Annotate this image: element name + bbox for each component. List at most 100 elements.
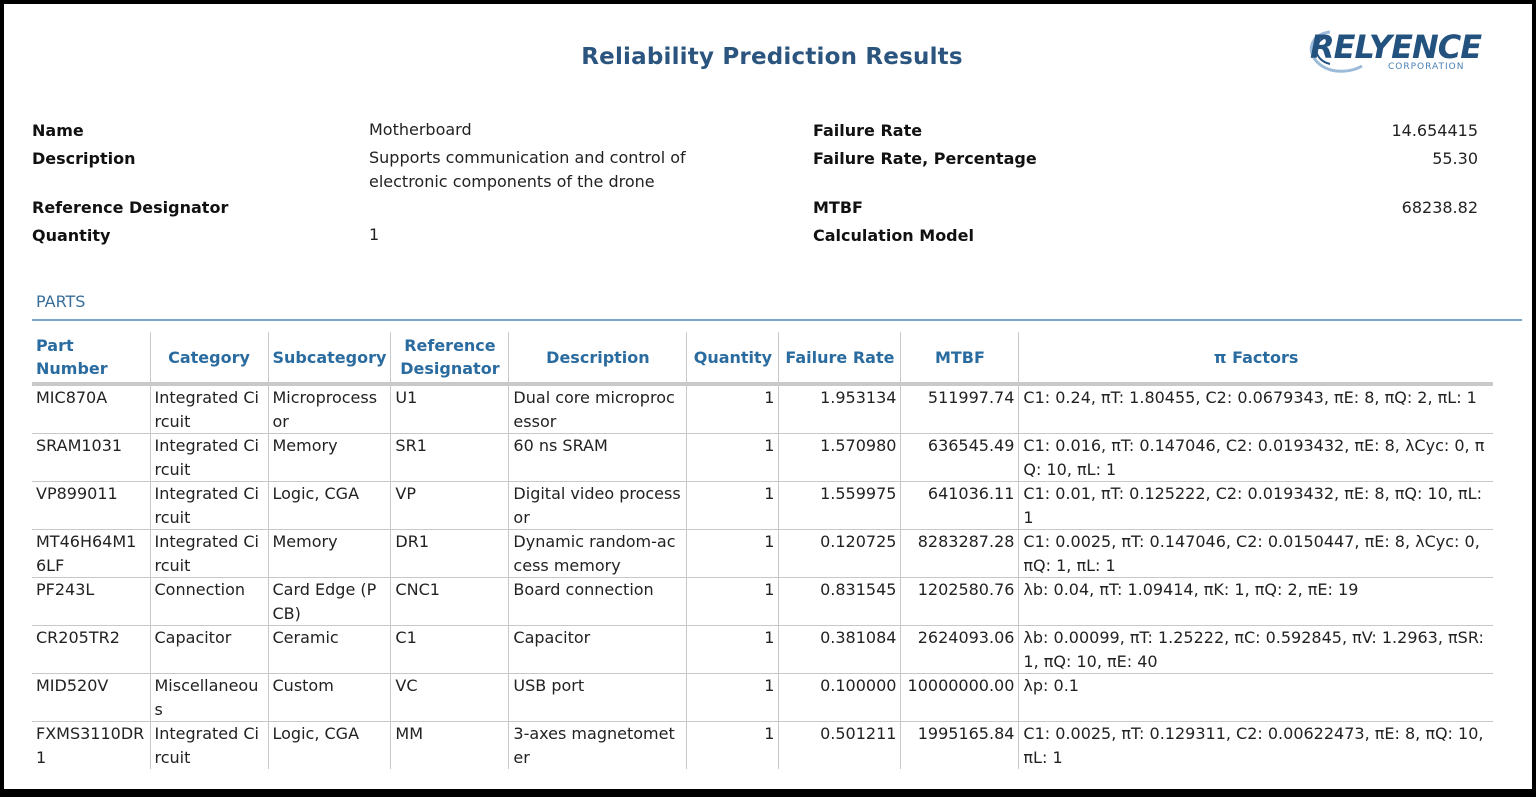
quantity-value: 1 [369,225,380,244]
description-value: Supports communication and control of el… [369,148,686,191]
failure-rate-percentage-value: 55.30 [1432,149,1478,168]
failure-rate-cell: 0.120725 [778,529,901,578]
quantity-cell: 1 [686,625,779,674]
report-title: Reliability Prediction Results [581,44,963,70]
pi-factors-cell: C1: 0.24, πT: 1.80455, C2: 0.0679343, πE… [1018,384,1493,434]
mtbf-cell: 1995165.84 [900,721,1019,769]
category-cell: Integrated Circuit [149,721,268,769]
table-row: VP899011 Integrated Circuit Logic, CGA V… [32,481,1493,530]
summary-section: Name Motherboard Description Supports co… [4,4,1532,264]
subcategory-cell: Custom [267,673,391,722]
failure-rate-cell: 0.100000 [778,673,901,722]
logo-wordmark: RELYENCE [1310,28,1482,66]
mtbf-cell: 8283287.28 [900,529,1019,578]
name-label: Name [32,121,84,140]
quantity-cell: 1 [686,481,779,530]
part-number-cell: PF243L [32,577,150,626]
table-row: CR205TR2 Capacitor Ceramic C1 Capacitor … [32,625,1493,674]
part-number-cell: MIC870A [32,384,150,434]
description-cell: USB port [508,673,687,722]
description-label: Description [32,149,136,168]
table-row: MID520V Miscellaneous Custom VC USB port… [32,673,1493,722]
quantity-cell: 1 [686,721,779,769]
subcategory-cell: Microprocessor [267,384,391,434]
description-cell: 3-axes magnetometer [508,721,687,769]
description-cell: Capacitor [508,625,687,674]
category-cell: Integrated Circuit [149,384,268,434]
category-cell: Miscellaneous [149,673,268,722]
failure-rate-cell: 0.831545 [778,577,901,626]
part-number-cell: MID520V [32,673,150,722]
company-logo: RELYENCE CORPORATION [1300,20,1486,78]
part-number-cell: VP899011 [32,481,150,530]
reference-designator-cell: C1 [390,625,509,674]
header-quantity[interactable]: Quantity [686,332,779,386]
header-category[interactable]: Category [149,332,268,386]
header-reference-designator[interactable]: Reference Designator [390,332,509,386]
table-row: MT46H64M16LF Integrated Circuit Memory D… [32,529,1493,578]
calculation-model-label: Calculation Model [813,226,974,245]
header-description[interactable]: Description [508,332,687,386]
header-pi-factors[interactable]: π Factors [1018,332,1493,386]
description-cell: 60 ns SRAM [508,433,687,482]
reference-designator-cell: VC [390,673,509,722]
reference-designator-cell: DR1 [390,529,509,578]
failure-rate-percentage-label: Failure Rate, Percentage [813,149,1037,168]
quantity-label: Quantity [32,226,111,245]
description-cell: Board connection [508,577,687,626]
reference-designator-cell: MM [390,721,509,769]
subcategory-cell: Memory [267,529,391,578]
quantity-cell: 1 [686,433,779,482]
reference-designator-cell: SR1 [390,433,509,482]
subcategory-cell: Logic, CGA [267,721,391,769]
part-number-cell: CR205TR2 [32,625,150,674]
part-number-cell: SRAM1031 [32,433,150,482]
description-cell: Dual core microprocessor [508,384,687,434]
mtbf-cell: 2624093.06 [900,625,1019,674]
header-part-number[interactable]: Part Number [32,332,150,386]
subcategory-cell: Logic, CGA [267,481,391,530]
category-cell: Integrated Circuit [149,433,268,482]
subcategory-cell: Memory [267,433,391,482]
failure-rate-cell: 0.381084 [778,625,901,674]
bottom-border [0,789,1536,797]
pi-factors-cell: λb: 0.00099, πT: 1.25222, πC: 0.592845, … [1018,625,1493,674]
header-mtbf[interactable]: MTBF [900,332,1019,386]
subcategory-cell: Ceramic [267,625,391,674]
failure-rate-cell: 1.559975 [778,481,901,530]
part-number-cell: FXMS3110DR1 [36,724,145,767]
quantity-cell: 1 [686,577,779,626]
mtbf-cell: 641036.11 [900,481,1019,530]
pi-factors-cell: C1: 0.0025, πT: 0.129311, C2: 0.00622473… [1018,721,1493,769]
pi-factors-cell: C1: 0.016, πT: 0.147046, C2: 0.0193432, … [1018,433,1493,482]
name-value: Motherboard [369,120,472,139]
parts-section-title: PARTS [36,292,86,311]
quantity-cell: 1 [686,529,779,578]
mtbf-cell: 511997.74 [900,384,1019,434]
failure-rate-cell: 1.953134 [778,384,901,434]
mtbf-value: 68238.82 [1401,198,1478,217]
category-cell: Connection [149,577,268,626]
failure-rate-value: 14.654415 [1391,121,1478,140]
header-failure-rate[interactable]: Failure Rate [778,332,901,386]
table-row: FXMS3110DR1 Integrated Circuit Logic, CG… [32,721,1493,769]
table-row: SRAM1031 Integrated Circuit Memory SR1 6… [32,433,1493,482]
quantity-cell: 1 [686,384,779,434]
description-cell: Dynamic random-access memory [508,529,687,578]
table-row: PF243L Connection Card Edge (PCB) CNC1 B… [32,577,1493,626]
header-subcategory[interactable]: Subcategory [267,332,391,386]
mtbf-cell: 1202580.76 [900,577,1019,626]
mtbf-label: MTBF [813,198,863,217]
table-row: MIC870A Integrated Circuit Microprocesso… [32,384,1493,434]
subcategory-cell: Card Edge (PCB) [267,577,391,626]
mtbf-cell: 636545.49 [900,433,1019,482]
section-divider [32,319,1522,321]
category-cell: Integrated Circuit [149,481,268,530]
parts-table: Part Number Category Subcategory Referen… [32,332,1493,769]
reference-designator-cell: VP [390,481,509,530]
logo-swoosh-icon [1309,30,1363,73]
category-cell: Capacitor [149,625,268,674]
pi-factors-cell: C1: 0.01, πT: 0.125222, C2: 0.0193432, π… [1018,481,1493,530]
reference-designator-cell: CNC1 [390,577,509,626]
pi-factors-cell: λb: 0.04, πT: 1.09414, πK: 1, πQ: 2, πE:… [1018,577,1493,626]
